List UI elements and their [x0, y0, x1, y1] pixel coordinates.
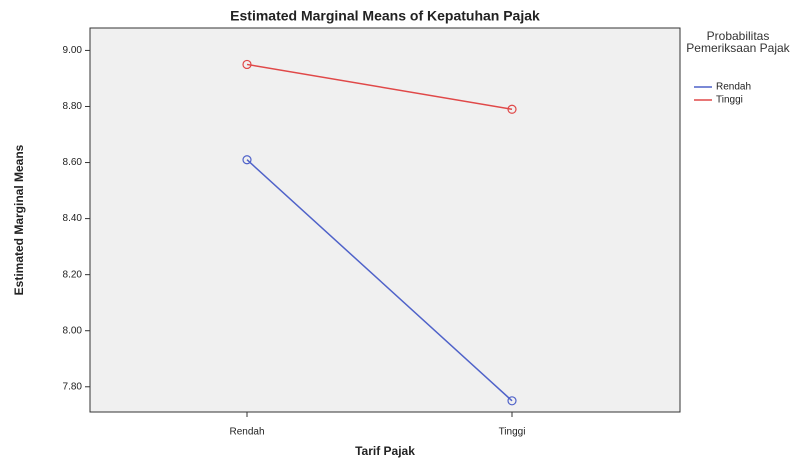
legend-label: Tinggi	[716, 95, 743, 106]
y-tick-label: 8.00	[63, 325, 83, 336]
point-marker	[242, 59, 252, 70]
x-tick-label: Rendah	[229, 427, 264, 438]
y-tick-label: 8.60	[63, 157, 83, 168]
point-marker	[242, 155, 252, 165]
y-axis-label: Estimated Marginal Means	[12, 144, 26, 295]
y-tick-label: 9.00	[63, 45, 83, 56]
x-axis-label: Tarif Pajak	[355, 444, 415, 458]
point-marker	[507, 396, 517, 406]
series-line	[246, 63, 513, 111]
legend-title: Probabilitas Pemeriksaan Pajak	[686, 29, 790, 55]
x-tick-label: Tinggi	[499, 427, 526, 438]
legend-label: Rendah	[716, 82, 751, 93]
y-tick-label: 8.80	[63, 101, 83, 112]
y-tick-label: 8.40	[63, 213, 83, 224]
plot-area	[89, 27, 681, 413]
series-line	[246, 159, 513, 402]
point-marker	[507, 104, 517, 114]
y-tick-label: 7.80	[63, 381, 83, 392]
y-tick-label: 8.20	[63, 269, 83, 280]
chart-title: Estimated Marginal Means of Kepatuhan Pa…	[230, 8, 540, 24]
